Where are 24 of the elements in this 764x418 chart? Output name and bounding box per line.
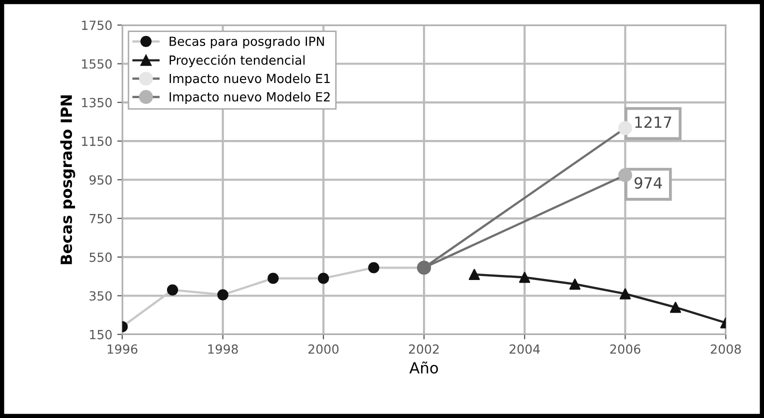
- y-axis-title: Becas posgrado IPN: [60, 95, 76, 264]
- y-tick-label: 950: [89, 175, 112, 185]
- x-tick-label: 2008: [710, 344, 741, 354]
- y-tick-label: 750: [90, 214, 112, 224]
- legend-label: Impacto nuevo Modelo E1: [170, 74, 330, 86]
- y-tick-label: 1350: [82, 98, 112, 108]
- legend-label: Impacto nuevo Modelo E2: [170, 92, 330, 104]
- x-axis-title: Año: [409, 362, 438, 374]
- y-tick-label: 350: [90, 291, 112, 301]
- y-tick-label: 550: [90, 252, 112, 262]
- x-tick-label: 2000: [308, 344, 338, 354]
- y-tick-label: 1750: [82, 20, 112, 30]
- y-tick-label: 1550: [82, 59, 112, 69]
- legend-label: Becas para posgrado IPN: [170, 36, 324, 48]
- x-tick-label: 2006: [610, 344, 640, 354]
- x-tick-label: 2002: [409, 344, 439, 354]
- legend-label: Proyección tendencial: [170, 54, 305, 68]
- data-label: 974: [634, 177, 662, 189]
- y-tick-label: 150: [90, 330, 112, 340]
- data-label: 1217: [635, 116, 672, 128]
- x-tick-label: 1996: [108, 344, 138, 354]
- x-tick-label: 2004: [510, 344, 540, 354]
- y-tick-label: 1150: [82, 136, 112, 146]
- x-tick-label: 1998: [208, 344, 238, 354]
